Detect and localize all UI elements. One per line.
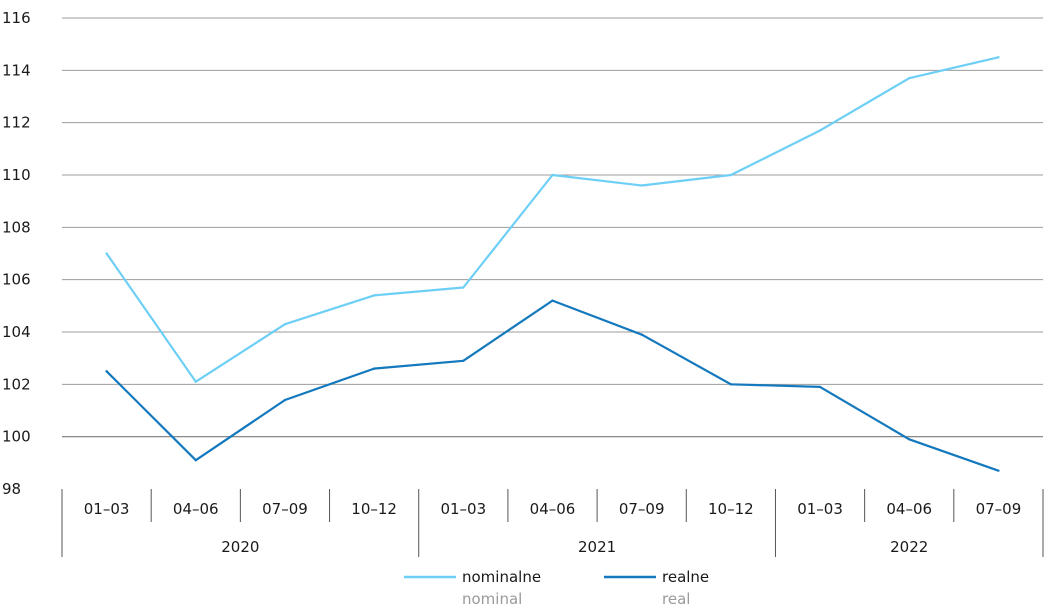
data-point-realne: [818, 385, 822, 389]
series-line-realne: [105, 299, 999, 472]
data-point-nominalne: [997, 56, 1000, 59]
data-point-nominalne: [551, 173, 554, 177]
x-axis: 01–03 04–06 07–09 10–12 01–03 04–06 07–09 10–12…: [61, 489, 1044, 557]
legend-label: nominalne: [462, 568, 541, 586]
data-point-realne: [551, 299, 554, 302]
data-point-realne: [729, 383, 733, 386]
data-point-nominalne: [818, 129, 822, 132]
data-point-nominalne: [908, 76, 911, 80]
series-lines: [105, 56, 1000, 472]
data-point-nominalne: [462, 286, 465, 289]
y-tick-label: 104: [2, 323, 31, 341]
legend-label: realne: [662, 568, 709, 586]
x-tick-label: 04–06: [530, 500, 576, 518]
data-point-realne: [908, 438, 911, 441]
y-tick-label: 102: [2, 375, 31, 393]
x-tick-label: 10–12: [351, 500, 397, 518]
data-point-realne: [640, 333, 643, 336]
y-tick-label: 110: [2, 166, 31, 184]
year-label: 2021: [578, 538, 616, 556]
year-label: 2020: [221, 538, 259, 556]
x-tick-label: 07–09: [262, 500, 308, 518]
y-tick-label: 114: [2, 61, 31, 79]
y-axis-tick-labels: 98 100 102 104 106 108 110 112 114 116: [2, 9, 31, 498]
year-label: 2022: [890, 538, 928, 556]
data-point-realne: [372, 367, 376, 370]
data-point-nominalne: [372, 294, 376, 297]
data-point-realne: [105, 370, 108, 373]
x-tick-label: 04–06: [886, 500, 932, 518]
legend-sublabel: nominal: [462, 590, 522, 608]
legend: nominalne nominal realne real: [404, 568, 709, 608]
y-tick-label: 112: [2, 114, 31, 132]
x-tick-label: 01–03: [84, 500, 130, 518]
data-point-realne: [997, 469, 1000, 472]
x-tick-label: 07–09: [976, 500, 1022, 518]
x-tick-label: 10–12: [708, 500, 754, 518]
data-point-nominalne: [283, 322, 287, 326]
y-tick-label: 106: [2, 271, 31, 289]
legend-sublabel: real: [662, 590, 690, 608]
x-tick-label: 07–09: [619, 500, 665, 518]
y-tick-label: 116: [2, 9, 31, 27]
x-tick-label: 01–03: [797, 500, 843, 518]
data-point-realne: [462, 359, 465, 362]
y-tick-label: 98: [2, 480, 21, 498]
y-tick-label: 100: [2, 428, 31, 446]
x-tick-label: 01–03: [440, 500, 486, 518]
data-point-realne: [194, 459, 197, 462]
data-point-nominalne: [640, 184, 643, 187]
data-point-realne: [283, 398, 287, 402]
series-line-nominalne: [105, 56, 999, 383]
data-point-nominalne: [729, 173, 733, 177]
x-tick-label: 04–06: [173, 500, 219, 518]
data-point-nominalne: [194, 380, 197, 383]
y-tick-label: 108: [2, 218, 31, 236]
data-point-nominalne: [105, 252, 108, 255]
